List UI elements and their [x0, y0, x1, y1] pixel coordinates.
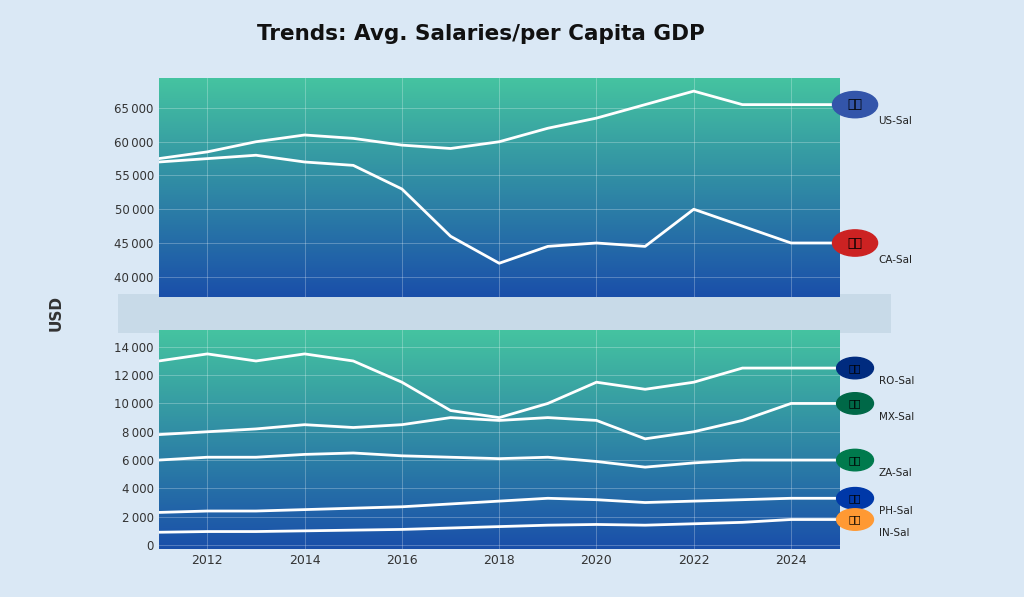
Text: MX-Sal: MX-Sal: [879, 411, 913, 421]
Text: US-Sal: US-Sal: [879, 116, 912, 127]
Text: 🇺🇸: 🇺🇸: [848, 98, 862, 111]
Text: 🇲🇽: 🇲🇽: [849, 398, 861, 408]
Text: 🇷🇴: 🇷🇴: [849, 363, 861, 373]
Text: 🇨🇦: 🇨🇦: [848, 236, 862, 250]
Text: Trends: Avg. Salaries/per Capita GDP: Trends: Avg. Salaries/per Capita GDP: [257, 24, 706, 44]
Text: CA-Sal: CA-Sal: [879, 255, 912, 264]
Text: USD: USD: [49, 296, 63, 331]
Text: RO-Sal: RO-Sal: [879, 376, 914, 386]
Text: 🇵🇭: 🇵🇭: [849, 493, 861, 503]
Text: ZA-Sal: ZA-Sal: [879, 468, 912, 478]
Text: 🇮🇳: 🇮🇳: [849, 515, 861, 525]
Text: PH-Sal: PH-Sal: [879, 506, 912, 516]
Text: IN-Sal: IN-Sal: [879, 528, 909, 538]
Text: 🇿🇦: 🇿🇦: [849, 455, 861, 465]
